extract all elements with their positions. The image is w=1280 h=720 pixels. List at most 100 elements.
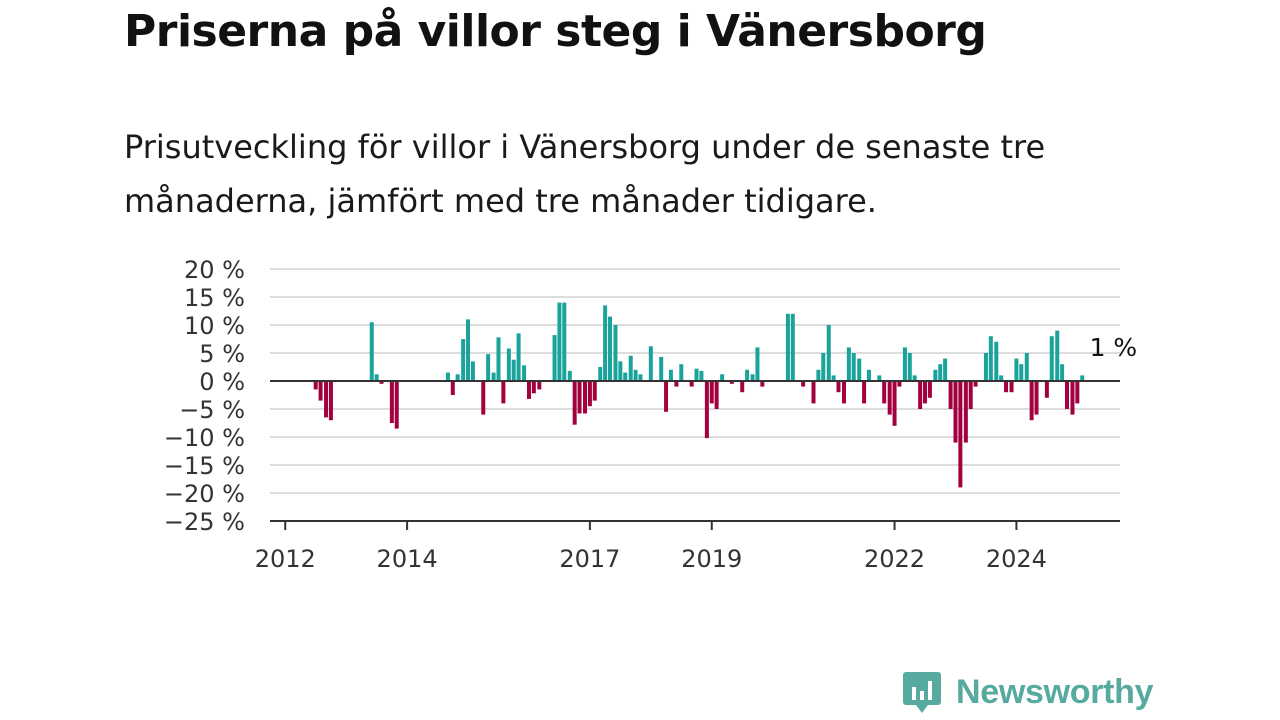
bar <box>506 348 511 381</box>
bar <box>821 353 826 381</box>
bar <box>999 375 1004 381</box>
bar <box>933 369 938 381</box>
bar <box>988 336 993 381</box>
y-tick-label: 5 % <box>199 340 245 368</box>
bar <box>1060 364 1065 381</box>
bar <box>664 381 669 412</box>
bar <box>902 347 907 381</box>
bar <box>811 381 816 404</box>
bar <box>679 364 684 381</box>
bar <box>638 374 643 381</box>
bar <box>1024 353 1029 381</box>
bar <box>623 372 628 381</box>
bar <box>618 361 623 381</box>
y-tick-label: 20 % <box>184 256 245 284</box>
bar <box>1014 358 1019 381</box>
bar <box>496 337 501 381</box>
bar <box>369 322 374 381</box>
bar <box>567 370 572 381</box>
bar <box>907 353 912 381</box>
bar <box>948 381 953 409</box>
bar <box>720 374 725 381</box>
bar <box>461 339 466 381</box>
bar <box>938 364 943 381</box>
bar <box>491 372 496 381</box>
bar <box>389 381 394 423</box>
bar <box>313 381 318 390</box>
bar <box>785 313 790 381</box>
bar <box>699 370 704 381</box>
bar <box>455 374 460 381</box>
bar <box>445 372 450 381</box>
bar <box>983 353 988 381</box>
y-tick-label: 10 % <box>184 312 245 340</box>
bar <box>709 381 714 404</box>
bar <box>1049 336 1054 381</box>
bar <box>592 381 597 401</box>
y-tick-label: −25 % <box>164 508 245 536</box>
y-tick-label: −5 % <box>179 396 245 424</box>
y-tick-label: −15 % <box>164 452 245 480</box>
x-tick-label: 2019 <box>681 545 742 573</box>
bar <box>836 381 841 393</box>
bar <box>466 319 471 381</box>
x-tick-label: 2014 <box>377 545 438 573</box>
bar <box>1019 364 1024 381</box>
bar <box>324 381 329 418</box>
y-tick-label: −10 % <box>164 424 245 452</box>
bar <box>1009 381 1014 393</box>
bar <box>481 381 486 415</box>
bar <box>450 381 455 395</box>
chart-grid <box>270 268 1120 494</box>
bar <box>1080 375 1085 381</box>
bar <box>1055 330 1060 381</box>
bar <box>1075 381 1080 404</box>
chart-bars <box>313 302 1085 488</box>
bar <box>816 369 821 381</box>
x-tick-label: 2022 <box>864 545 925 573</box>
bar <box>912 375 917 381</box>
bar <box>968 381 973 409</box>
bar <box>953 381 958 443</box>
bar <box>887 381 892 415</box>
brand-name: Newsworthy <box>956 672 1154 711</box>
chart-axes <box>270 380 1120 530</box>
bar <box>328 381 333 421</box>
bar <box>750 374 755 381</box>
bar <box>1029 381 1034 421</box>
bar <box>729 381 734 384</box>
bar <box>918 381 923 409</box>
bar <box>882 381 887 404</box>
bar <box>633 369 638 381</box>
bar <box>522 365 527 381</box>
bar <box>862 381 867 404</box>
bar <box>841 381 846 404</box>
bar <box>557 302 562 381</box>
bar <box>1070 381 1075 415</box>
bar <box>1004 381 1009 393</box>
bar <box>659 356 664 381</box>
bar <box>374 374 379 381</box>
bar <box>598 367 603 381</box>
bar <box>714 381 719 409</box>
bar <box>613 325 618 381</box>
newsworthy-logo-icon <box>903 672 941 713</box>
bar <box>826 325 831 381</box>
bar <box>994 341 999 381</box>
bar <box>486 354 491 381</box>
bar <box>562 302 567 381</box>
bar <box>892 381 897 426</box>
bar <box>516 333 521 381</box>
page-title: Priserna på villor steg i Vänersborg <box>124 6 987 57</box>
bar <box>511 359 516 381</box>
bar <box>973 381 978 387</box>
x-tick-label: 2012 <box>255 545 316 573</box>
bar <box>866 369 871 381</box>
bar <box>958 381 963 488</box>
page-subtitle: Prisutveckling för villor i Vänersborg u… <box>124 128 1046 220</box>
bar <box>846 347 851 381</box>
x-tick-label: 2017 <box>559 545 620 573</box>
chart-labels: 20 %15 %10 %5 %0 %−5 %−10 %−15 %−20 %−25… <box>164 256 1137 573</box>
bar <box>755 347 760 381</box>
bar <box>740 381 745 393</box>
